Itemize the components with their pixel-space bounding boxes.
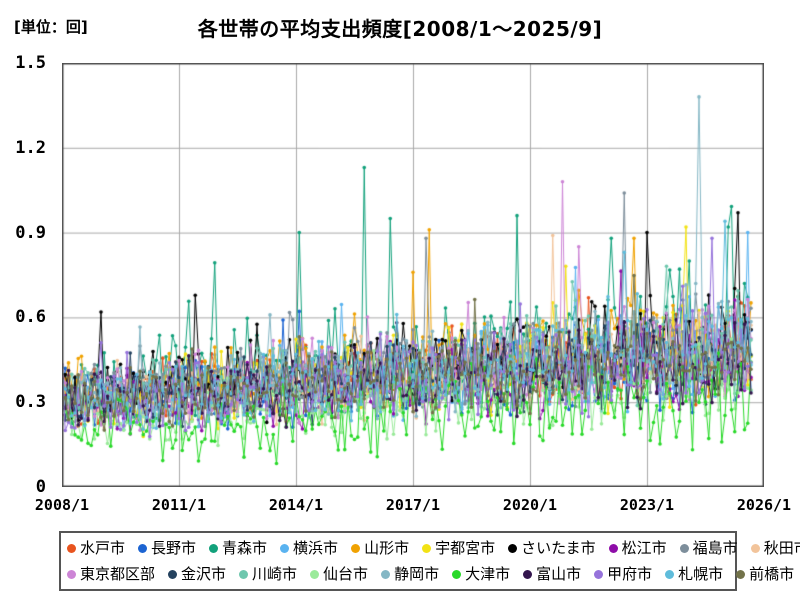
legend-row: 水戸市 長野市 青森市 横浜市 山形市 宇都宮市 さいたま市 松江市 福島市 秋田市 [67, 535, 800, 561]
legend-item: 仙台市 [310, 564, 369, 583]
legend-item: 甲府市 [594, 564, 653, 583]
legend-item: 金沢市 [168, 564, 227, 583]
legend-label: 長野市 [151, 538, 197, 557]
legend-swatch-icon [422, 543, 432, 553]
legend-item: 松江市 [608, 538, 667, 557]
legend-swatch-icon [351, 543, 361, 553]
legend-item: 山形市 [351, 538, 410, 557]
legend-item: 札幌市 [665, 564, 724, 583]
x-tick-label: 2026/1 [736, 496, 792, 514]
legend-label: 大津市 [465, 564, 511, 583]
legend-swatch-icon [750, 543, 760, 553]
legend-row: 東京都区部 金沢市 川崎市 仙台市 静岡市 大津市 富山市 甲府市 札幌市 前橋市 [67, 561, 794, 587]
legend-label: 宇都宮市 [435, 538, 496, 557]
legend-swatch-icon [452, 569, 462, 579]
legend-item: 前橋市 [736, 564, 795, 583]
legend-item: 静岡市 [381, 564, 440, 583]
legend-item: 大津市 [452, 564, 511, 583]
legend-label: 水戸市 [80, 538, 126, 557]
legend-label: 山形市 [364, 538, 410, 557]
legend-swatch-icon [381, 569, 391, 579]
legend-item: 青森市 [209, 538, 268, 557]
legend-label: 福島市 [692, 538, 738, 557]
legend-item: 川崎市 [239, 564, 298, 583]
unit-label: [単位：回] [14, 18, 88, 36]
legend-item: 東京都区部 [67, 564, 156, 583]
legend-swatch-icon [594, 569, 604, 579]
y-tick-label: 0.6 [15, 307, 46, 328]
y-tick-label: 0 [35, 477, 46, 497]
legend-item: 水戸市 [67, 538, 126, 557]
legend-swatch-icon [239, 569, 249, 579]
legend-swatch-icon [168, 569, 178, 579]
legend-swatch-icon [665, 569, 675, 579]
legend-item: 宇都宮市 [422, 538, 496, 557]
y-tick-label: 0.3 [15, 392, 46, 413]
x-tick-label: 2011/1 [151, 496, 207, 514]
legend-label: 川崎市 [252, 564, 298, 583]
y-tick-label: 1.5 [15, 53, 46, 73]
legend-label: 東京都区部 [80, 564, 156, 583]
plot-area [62, 63, 764, 487]
y-tick-label: 0.9 [15, 222, 46, 243]
x-tick-label: 2017/1 [385, 496, 441, 514]
legend-item: 富山市 [523, 564, 582, 583]
legend-label: 松江市 [621, 538, 667, 557]
legend-item: 長野市 [138, 538, 197, 557]
legend: 水戸市 長野市 青森市 横浜市 山形市 宇都宮市 さいたま市 松江市 福島市 秋田市東京都区部 金沢… [59, 531, 800, 591]
legend-label: 金沢市 [181, 564, 227, 583]
legend-label: 青森市 [222, 538, 268, 557]
legend-swatch-icon [280, 543, 290, 553]
legend-label: 札幌市 [678, 564, 724, 583]
legend-label: 前橋市 [749, 564, 795, 583]
legend-label: 仙台市 [323, 564, 369, 583]
legend-swatch-icon [736, 569, 746, 579]
legend-item: さいたま市 [508, 538, 596, 557]
x-tick-label: 2023/1 [619, 496, 675, 514]
legend-label: 甲府市 [607, 564, 653, 583]
legend-swatch-icon [138, 543, 148, 553]
legend-label: 富山市 [536, 564, 582, 583]
legend-item: 横浜市 [280, 538, 339, 557]
legend-swatch-icon [67, 569, 76, 579]
legend-swatch-icon [209, 543, 219, 553]
legend-swatch-icon [523, 569, 533, 579]
legend-label: 静岡市 [394, 564, 440, 583]
x-tick-label: 2020/1 [502, 496, 558, 514]
x-tick-label: 2008/1 [34, 496, 90, 514]
legend-swatch-icon [310, 569, 320, 579]
legend-swatch-icon [679, 543, 689, 553]
legend-label: さいたま市 [521, 538, 596, 557]
y-tick-label: 1.2 [15, 137, 46, 158]
chart-title: 各世帯の平均支出頻度[2008/1～2025/9] [197, 17, 603, 41]
legend-label: 秋田市 [763, 538, 800, 557]
legend-swatch-icon [67, 543, 76, 553]
legend-swatch-icon [508, 543, 518, 553]
legend-item: 秋田市 [750, 538, 800, 557]
legend-item: 福島市 [679, 538, 738, 557]
legend-swatch-icon [608, 543, 618, 553]
legend-label: 横浜市 [293, 538, 339, 557]
x-tick-label: 2014/1 [268, 496, 324, 514]
